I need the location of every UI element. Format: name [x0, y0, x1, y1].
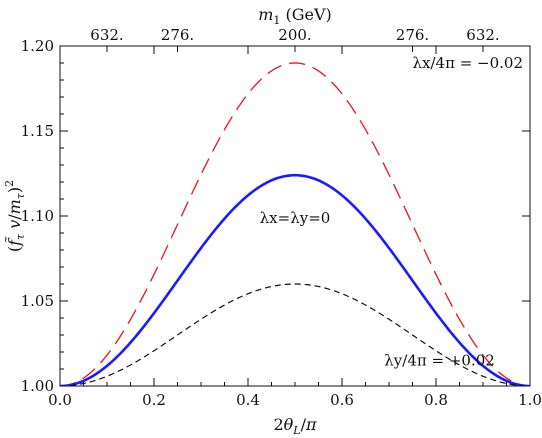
top-tick-label: 632.	[90, 26, 123, 44]
x-axis-title: 2θL/π	[273, 415, 317, 437]
series-line	[60, 62, 530, 386]
y-tick-label: 1.20	[21, 37, 54, 55]
y-tick-label: 1.15	[21, 122, 54, 140]
series-annotations: λx/4π = −0.02 λx=λy=0 λy/4π = +0.02	[260, 54, 523, 370]
series-annotation: λy/4π = +0.02	[384, 352, 495, 370]
series-line	[60, 283, 530, 386]
series-line	[60, 173, 530, 386]
series-annotation: λx=λy=0	[260, 209, 331, 227]
x-tick-label: 0.2	[142, 391, 166, 409]
x-tick-label: 0.4	[236, 391, 260, 409]
x-tick-label: 1.0	[518, 391, 542, 409]
series-annotation: λx/4π = −0.02	[413, 54, 524, 72]
series-layer	[60, 62, 530, 386]
y-axis-title: (f̃τ v/mτ)2	[3, 180, 27, 252]
top-tick-label: 200.	[278, 26, 311, 44]
tick-labels: 0.0 0.2 0.4 0.6 0.8 1.0 1.00 1.05 1.10 1.15 1.20 63…	[21, 26, 542, 409]
y-tick-label: 1.10	[21, 207, 54, 225]
top-axis-title: m1 (GeV)	[258, 5, 332, 27]
x-tick-label: 0.0	[48, 391, 72, 409]
top-tick-label: 276.	[396, 26, 429, 44]
y-tick-label: 1.05	[21, 292, 54, 310]
top-tick-label: 276.	[161, 26, 194, 44]
x-tick-label: 0.8	[424, 391, 448, 409]
top-tick-label: 632.	[466, 26, 499, 44]
x-tick-label: 0.6	[330, 391, 354, 409]
y-tick-label: 1.00	[21, 377, 54, 395]
